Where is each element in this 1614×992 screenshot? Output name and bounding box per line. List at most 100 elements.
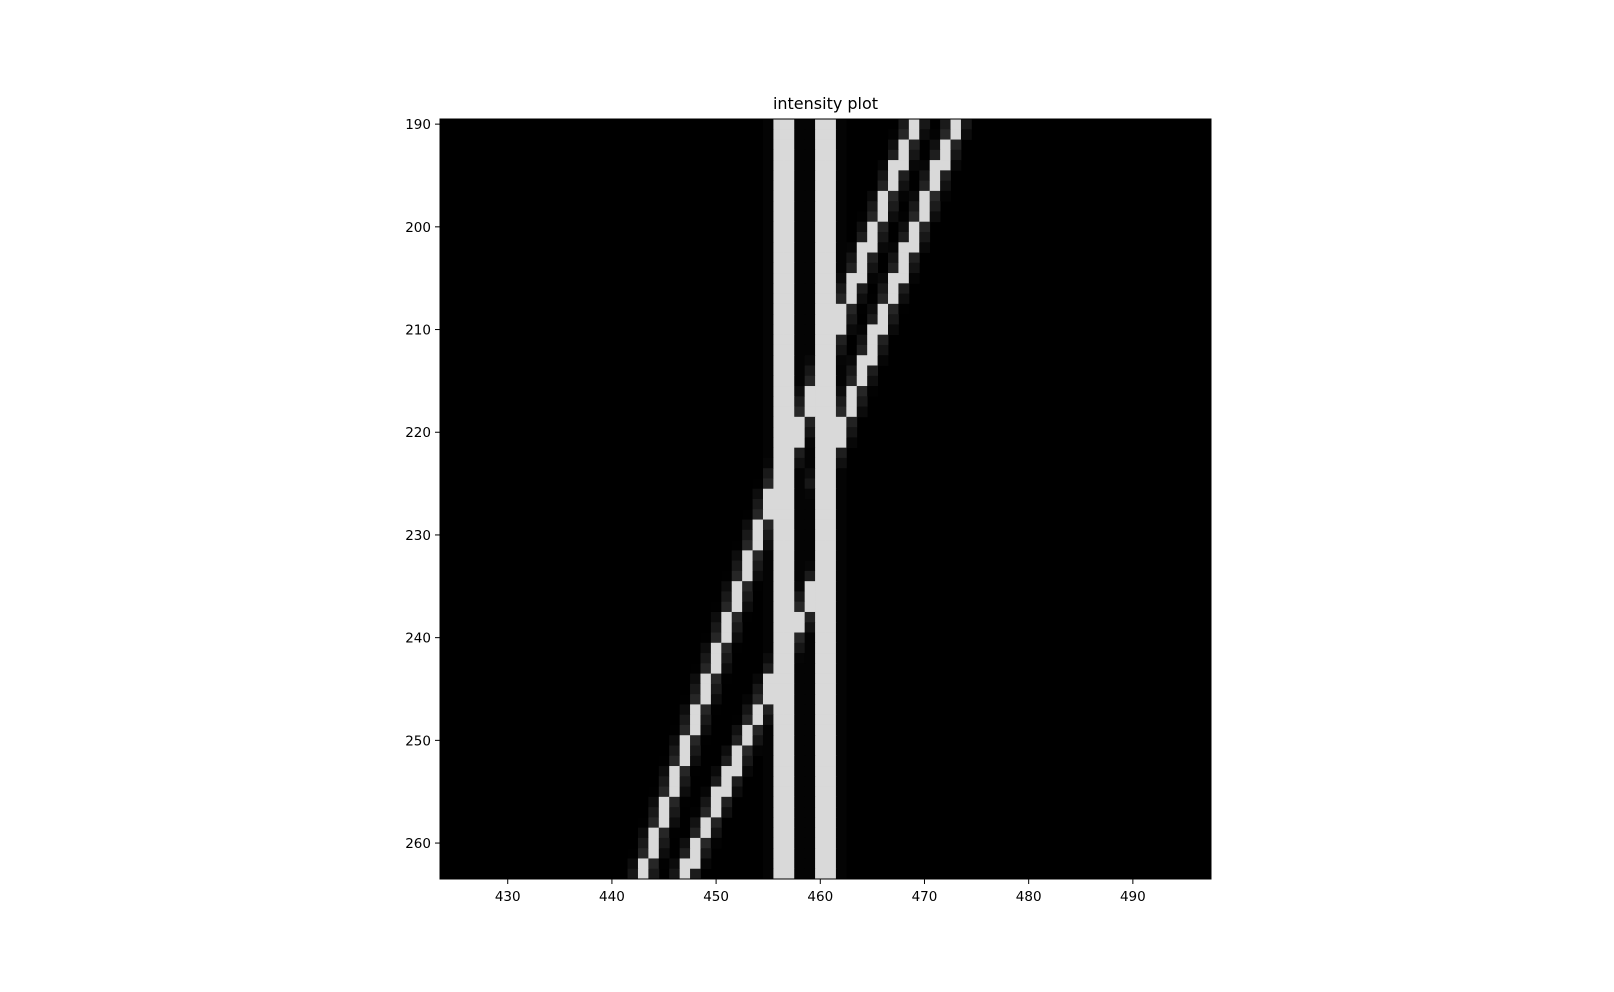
heatmap-cell xyxy=(835,488,847,500)
heatmap-cell xyxy=(825,560,837,572)
heatmap-cell xyxy=(898,129,910,140)
heatmap-cell xyxy=(835,560,847,572)
heatmap-cell xyxy=(773,858,785,870)
heatmap-cell xyxy=(762,252,774,264)
heatmap-cell xyxy=(815,334,826,346)
heatmap-cell xyxy=(783,724,795,736)
heatmap-cell xyxy=(721,581,733,592)
heatmap-cell xyxy=(721,745,733,757)
heatmap-cell xyxy=(783,683,795,695)
heatmap-cell xyxy=(669,776,681,787)
heatmap-cell xyxy=(762,694,774,705)
heatmap-cell xyxy=(804,252,816,264)
heatmap-cell xyxy=(835,262,847,274)
heatmap-cell xyxy=(804,724,816,736)
heatmap-cell xyxy=(794,180,806,192)
heatmap-cell xyxy=(846,324,858,336)
heatmap-cell xyxy=(856,262,868,274)
heatmap-cell xyxy=(815,273,826,284)
heatmap-cell xyxy=(742,570,753,582)
heatmap-cell xyxy=(815,745,826,757)
heatmap-cell xyxy=(888,252,899,264)
heatmap-cell xyxy=(908,139,920,151)
heatmap-cell xyxy=(762,653,774,664)
heatmap-cell xyxy=(731,745,743,757)
heatmap-cell xyxy=(731,724,743,736)
heatmap-cell xyxy=(825,766,837,777)
heatmap-cell xyxy=(679,755,691,767)
heatmap-cell xyxy=(794,303,806,315)
heatmap-cell xyxy=(742,560,753,572)
heatmap-cell xyxy=(794,242,806,253)
heatmap-cell xyxy=(752,519,764,531)
heatmap-cell xyxy=(825,293,837,305)
heatmap-cell xyxy=(762,570,774,582)
heatmap-cell xyxy=(762,334,774,346)
heatmap-cell xyxy=(815,560,826,572)
heatmap-cell xyxy=(794,591,806,603)
heatmap-cell xyxy=(794,324,806,336)
heatmap-cell xyxy=(815,858,826,870)
heatmap-cell xyxy=(762,786,774,798)
heatmap-cell xyxy=(815,663,826,674)
heatmap-cell xyxy=(908,160,920,171)
heatmap-cell xyxy=(825,190,837,202)
heatmap-cell xyxy=(648,858,660,870)
heatmap-cell xyxy=(804,180,816,192)
heatmap-cell xyxy=(762,858,774,870)
heatmap-cell xyxy=(846,365,858,377)
heatmap-cell xyxy=(752,529,764,541)
heatmap-cell xyxy=(815,519,826,531)
heatmap-cell xyxy=(825,314,837,325)
heatmap-cell xyxy=(721,663,733,674)
heatmap-cell xyxy=(762,529,774,541)
heatmap-cell xyxy=(783,221,795,233)
heatmap-cell xyxy=(835,745,847,757)
heatmap-cell xyxy=(846,386,858,397)
heatmap-cell xyxy=(783,386,795,397)
heatmap-cell xyxy=(919,231,931,243)
heatmap-cell xyxy=(804,283,816,294)
heatmap-cell xyxy=(856,221,868,233)
heatmap-cell xyxy=(794,139,806,151)
heatmap-cell xyxy=(794,170,806,182)
heatmap-cell xyxy=(783,488,795,500)
heatmap-cell xyxy=(804,303,816,315)
heatmap-cell xyxy=(950,160,962,171)
heatmap-cell xyxy=(710,632,722,644)
heatmap-cell xyxy=(762,231,774,243)
heatmap-cell xyxy=(815,437,826,449)
heatmap-cell xyxy=(815,139,826,151)
heatmap-cell xyxy=(783,273,795,284)
heatmap-cell xyxy=(960,129,972,140)
heatmap-cell xyxy=(825,273,837,284)
heatmap-cell xyxy=(773,396,785,407)
heatmap-cell xyxy=(835,529,847,541)
heatmap-cell xyxy=(794,160,806,171)
heatmap-cell xyxy=(898,262,910,274)
heatmap-cell xyxy=(637,868,649,880)
heatmap-cell xyxy=(794,427,806,438)
heatmap-cell xyxy=(804,714,816,726)
heatmap-cell xyxy=(825,519,837,531)
heatmap-cell xyxy=(898,273,910,284)
heatmap-cell xyxy=(794,611,806,623)
heatmap-cell xyxy=(762,663,774,674)
heatmap-cell xyxy=(762,303,774,315)
heatmap-cell xyxy=(794,858,806,870)
heatmap-cell xyxy=(773,406,785,418)
heatmap-cell xyxy=(815,509,826,520)
heatmap-cell xyxy=(835,242,847,253)
heatmap-cell xyxy=(804,827,816,839)
heatmap-cell xyxy=(721,622,733,633)
heatmap-cell xyxy=(762,365,774,377)
heatmap-cell xyxy=(856,252,868,264)
heatmap-cell xyxy=(888,129,899,140)
heatmap-cell xyxy=(804,560,816,572)
heatmap-cell xyxy=(835,540,847,551)
x-tick-label: 470 xyxy=(912,889,938,905)
heatmap-cell xyxy=(877,283,889,294)
heatmap-cell xyxy=(835,519,847,531)
heatmap-cell xyxy=(773,837,785,849)
heatmap-cell xyxy=(867,375,878,387)
